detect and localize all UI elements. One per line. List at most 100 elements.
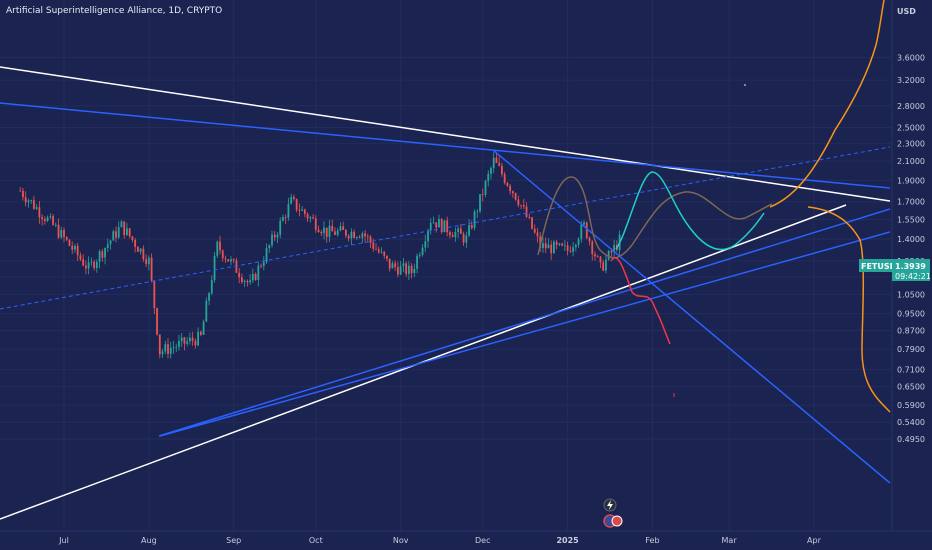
y-tick-label: 2.5000 — [897, 124, 925, 133]
currency-label[interactable]: USD — [897, 7, 916, 16]
candle-body — [306, 213, 309, 219]
candle-body — [90, 261, 93, 263]
candle-body — [243, 280, 246, 283]
candle-body — [161, 351, 164, 355]
candle-body — [301, 209, 304, 211]
candle-body — [153, 280, 156, 309]
x-tick-label: Feb — [645, 536, 659, 545]
flag-icon-2[interactable] — [611, 515, 623, 527]
candle-body — [27, 200, 30, 203]
candle-body — [41, 217, 44, 220]
candle-body — [314, 218, 317, 230]
candle-body — [522, 205, 525, 207]
y-tick-label: 1.7000 — [897, 198, 925, 207]
candle-body — [24, 197, 27, 203]
last-price: 1.3939 — [895, 262, 926, 271]
candle-body — [52, 216, 54, 225]
candle-body — [435, 222, 438, 228]
candle-body — [427, 230, 429, 242]
candle-body — [194, 340, 197, 346]
candle-body — [117, 227, 120, 238]
candle-body — [216, 241, 219, 256]
candle-body — [317, 229, 320, 233]
candle-body — [421, 247, 424, 256]
candle-body — [585, 222, 588, 239]
candle-body — [610, 250, 613, 253]
candle-body — [547, 244, 550, 249]
event-markers[interactable] — [603, 498, 623, 528]
y-tick-label: 0.7900 — [897, 345, 925, 354]
candle-body — [210, 280, 213, 294]
candle-body — [282, 216, 284, 221]
resistance-line-blue[interactable] — [0, 102, 891, 189]
candle-body — [32, 200, 35, 209]
candle-body — [232, 259, 235, 261]
candle-body — [399, 266, 402, 275]
candle-body — [265, 248, 268, 263]
candle-body — [238, 272, 241, 278]
candle-body — [120, 221, 123, 228]
candle-body — [134, 239, 137, 247]
price-badge — [892, 259, 930, 281]
candle-body — [555, 241, 558, 245]
candle-body — [509, 185, 512, 192]
candle-body — [123, 221, 126, 235]
candle-body — [126, 228, 128, 235]
support-line-blue[interactable] — [158, 208, 891, 437]
candle-body — [446, 220, 449, 233]
candle-body — [230, 259, 232, 262]
candle-body — [481, 194, 484, 195]
candle-series — [19, 152, 621, 359]
candle-body — [440, 219, 443, 233]
candle-body — [566, 245, 569, 251]
candle-body — [199, 331, 202, 335]
candle-body — [473, 211, 476, 228]
y-tick-label: 0.5400 — [897, 418, 925, 427]
candle-body — [79, 255, 82, 260]
countdown: 09:42:21 — [895, 272, 931, 281]
candle-body — [454, 232, 457, 238]
candle-body — [295, 198, 298, 210]
support-line-blue-2[interactable] — [159, 231, 891, 437]
candle-body — [520, 204, 522, 206]
x-tick-label: Oct — [309, 536, 323, 545]
candle-body — [544, 243, 547, 249]
candle-body — [377, 249, 380, 253]
candle-body — [145, 259, 148, 265]
candle-body — [536, 232, 539, 237]
candle-body — [418, 255, 421, 256]
y-tick-label: 0.8700 — [897, 327, 925, 336]
candle-body — [131, 236, 134, 240]
candle-body — [95, 261, 98, 269]
candle-body — [172, 347, 175, 349]
candle-body — [54, 224, 57, 226]
candle-body — [276, 234, 279, 238]
projection-orange-up — [769, 0, 885, 208]
candle-body — [476, 211, 479, 213]
time-scale-labels: Jul Aug Sep Oct Nov Dec 2025 Feb Mar Apr — [58, 536, 821, 545]
candle-body — [221, 250, 224, 259]
candle-body — [109, 240, 112, 245]
y-tick-label: 2.1000 — [897, 157, 925, 166]
candle-body — [372, 242, 375, 249]
candle-body — [65, 237, 68, 240]
candle-body — [457, 228, 460, 233]
candle-body — [156, 308, 158, 335]
candle-body — [279, 220, 282, 235]
candle-body — [224, 258, 227, 260]
candle-body — [361, 233, 364, 238]
y-tick-label: 1.4000 — [897, 235, 925, 244]
dashed-channel-line[interactable] — [0, 146, 891, 310]
candle-body — [35, 207, 38, 209]
resistance-line-white[interactable] — [0, 66, 891, 202]
candle-body — [465, 235, 468, 243]
candle-body — [191, 337, 194, 341]
candle-body — [572, 247, 574, 252]
candle-body — [293, 196, 295, 199]
candle-body — [257, 265, 260, 280]
projection-red — [610, 257, 671, 345]
descending-line-blue[interactable] — [492, 149, 891, 484]
projection-brown — [537, 176, 773, 259]
candle-body — [287, 203, 290, 218]
